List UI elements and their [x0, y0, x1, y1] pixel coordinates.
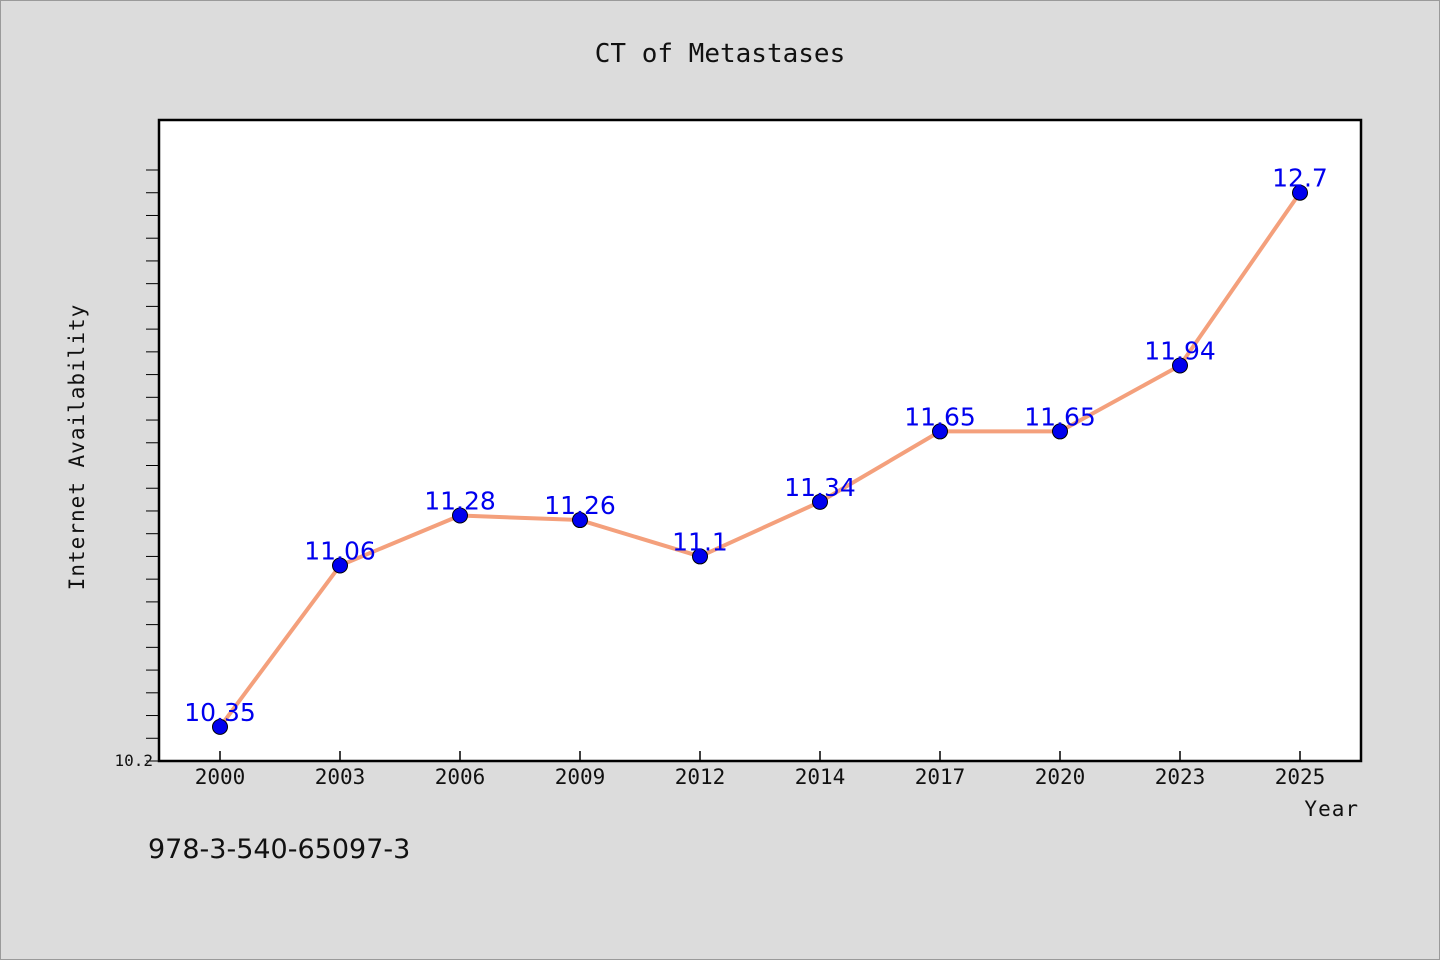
footer-isbn: 978-3-540-65097-3 [148, 834, 411, 865]
x-tick-label: 2014 [795, 765, 846, 789]
data-point [932, 423, 948, 440]
data-point [332, 557, 348, 574]
x-tick-label: 2009 [555, 765, 606, 789]
y-axis-ticks: 10.2 [114, 169, 159, 770]
data-label: 11.06 [304, 537, 376, 566]
y-axis-label: Internet Availability [65, 304, 89, 591]
chart-title: CT of Metastases [595, 39, 845, 69]
data-label: 11.65 [904, 402, 976, 431]
data-label: 11.34 [784, 473, 856, 502]
data-point [452, 507, 468, 524]
data-label: 12.7 [1272, 164, 1328, 193]
x-tick-label: 2025 [1275, 765, 1326, 789]
data-labels: 10.35 11.06 11.28 11.26 11.1 11.34 11.65 11.65 1… [184, 164, 1328, 727]
x-tick-label: 2006 [435, 765, 486, 789]
data-label: 10.35 [184, 698, 256, 727]
data-label: 11.65 [1024, 402, 1096, 431]
x-tick-label: 2020 [1035, 765, 1086, 789]
x-tick-label: 2012 [675, 765, 726, 789]
data-point [692, 548, 708, 565]
data-label: 11.28 [424, 487, 496, 516]
y-tick-label: 10.2 [114, 751, 153, 770]
data-point [1172, 357, 1188, 374]
data-point [1292, 184, 1308, 201]
data-point [1052, 423, 1068, 440]
data-point [812, 493, 828, 510]
series-markers [212, 184, 1308, 735]
x-axis-label: Year [1304, 797, 1359, 821]
data-point [212, 718, 228, 735]
x-axis-ticks: 2000 2003 2006 2009 2012 2014 2017 2020 2023 2025 [195, 751, 1326, 789]
data-label: 11.1 [672, 527, 728, 556]
x-tick-label: 2023 [1155, 765, 1206, 789]
data-point [572, 512, 588, 529]
x-tick-label: 2000 [195, 765, 246, 789]
x-tick-label: 2003 [315, 765, 366, 789]
plot-area [157, 118, 1363, 763]
data-label: 11.94 [1144, 336, 1216, 365]
series-line [218, 191, 1302, 729]
x-tick-label: 2017 [915, 765, 966, 789]
data-label: 11.26 [544, 491, 616, 520]
